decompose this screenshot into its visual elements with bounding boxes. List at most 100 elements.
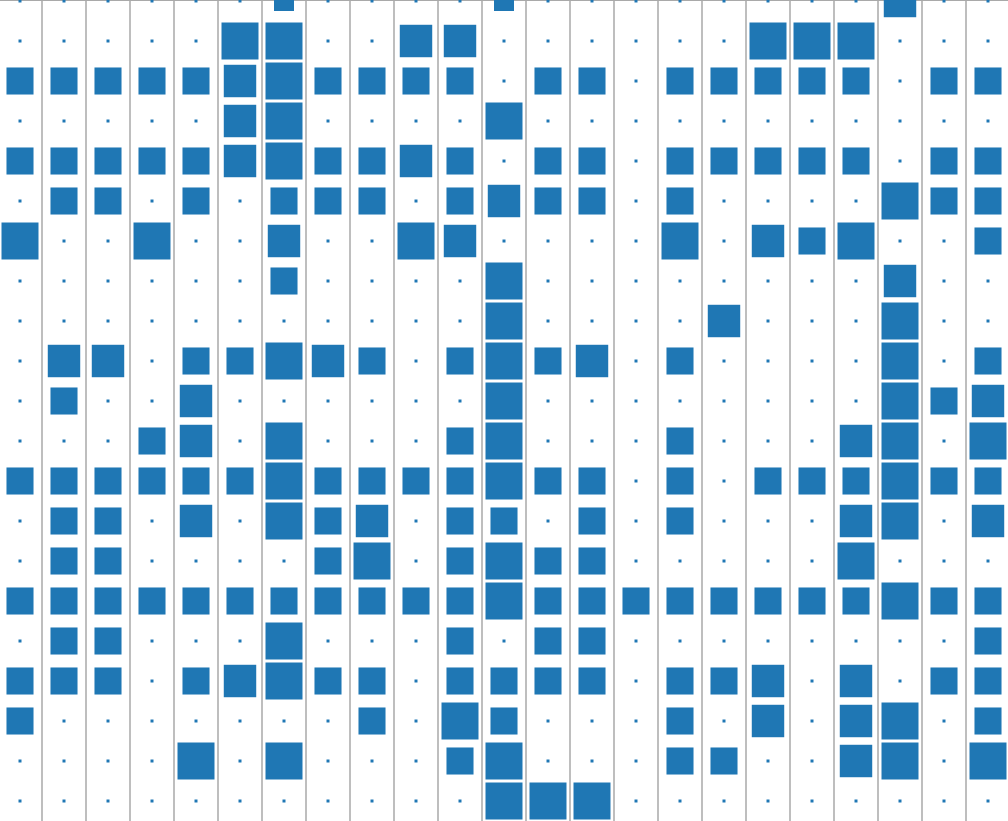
cell-r19-c20: [882, 743, 919, 780]
cell-r2-c9: [402, 67, 429, 94]
cell-r4-c16: [710, 147, 737, 174]
cell-r11-c2: [107, 440, 110, 443]
cell-r16-c12: [534, 627, 561, 654]
cell-r16-c4: [195, 640, 198, 643]
cell-r12-c17: [754, 467, 781, 494]
cell-r7-c7: [327, 280, 330, 283]
cell-r2-c3: [138, 67, 165, 94]
cell-r8-c9: [415, 320, 418, 323]
cell-r16-c11: [503, 640, 506, 643]
cell-r0-c4: [195, 0, 198, 3]
cell-r14-c16: [723, 560, 726, 563]
cell-r13-c9: [415, 520, 418, 523]
cell-r1-c15: [679, 40, 682, 43]
cell-r20-c4: [195, 800, 198, 803]
cell-r18-c3: [151, 720, 154, 723]
cell-r7-c14: [635, 280, 638, 283]
cell-r9-c1: [48, 345, 80, 377]
cell-r1-c7: [327, 40, 330, 43]
cell-r12-c11: [486, 463, 523, 500]
cell-r15-c15: [666, 587, 693, 614]
cell-r15-c16: [710, 587, 737, 614]
cell-r13-c3: [151, 520, 154, 523]
cell-r3-c11: [486, 103, 523, 140]
cell-r1-c4: [195, 40, 198, 43]
cell-r6-c10: [444, 225, 476, 257]
cell-r13-c22: [972, 505, 1004, 537]
cell-r17-c15: [666, 667, 693, 694]
cell-r10-c9: [415, 400, 418, 403]
cell-r14-c6: [283, 560, 286, 563]
cell-r4-c17: [754, 147, 781, 174]
cell-r18-c12: [547, 720, 550, 723]
cell-r9-c3: [151, 360, 154, 363]
cell-r5-c19: [855, 200, 858, 203]
cell-r17-c20: [899, 680, 902, 683]
cell-r16-c7: [327, 640, 330, 643]
cell-r4-c13: [578, 147, 605, 174]
cell-r12-c2: [94, 467, 121, 494]
cell-r6-c5: [239, 240, 242, 243]
cell-r7-c18: [811, 280, 814, 283]
cell-r18-c4: [195, 720, 198, 723]
cell-r14-c5: [239, 560, 242, 563]
cell-r13-c14: [635, 520, 638, 523]
cell-r9-c14: [635, 360, 638, 363]
cell-r7-c21: [943, 280, 946, 283]
cell-r19-c14: [635, 760, 638, 763]
cell-r1-c2: [107, 40, 110, 43]
cell-r8-c4: [195, 320, 198, 323]
cell-r17-c8: [358, 667, 385, 694]
cell-r8-c6: [283, 320, 286, 323]
cell-r19-c11: [486, 743, 523, 780]
cell-r3-c1: [63, 120, 66, 123]
cell-r9-c17: [767, 360, 770, 363]
cell-r4-c10: [446, 147, 473, 174]
cell-r10-c20: [882, 383, 919, 420]
cell-r0-c3: [151, 0, 154, 3]
cell-r3-c17: [767, 120, 770, 123]
cell-r8-c8: [371, 320, 374, 323]
cell-r17-c1: [50, 667, 77, 694]
cell-r19-c5: [239, 760, 242, 763]
cell-r0-c8: [371, 0, 374, 3]
cell-r17-c12: [534, 667, 561, 694]
cell-r16-c20: [899, 640, 902, 643]
cell-r19-c4: [178, 743, 215, 780]
cell-r7-c15: [679, 280, 682, 283]
cell-r12-c14: [635, 480, 638, 483]
cell-r2-c20: [899, 80, 902, 83]
cell-r10-c2: [107, 400, 110, 403]
cell-r15-c22: [974, 587, 1001, 614]
cell-r8-c16: [708, 305, 740, 337]
cell-r17-c18: [811, 680, 814, 683]
cell-r12-c21: [930, 467, 957, 494]
cell-r10-c14: [635, 400, 638, 403]
cell-r14-c0: [19, 560, 22, 563]
cell-r4-c19: [842, 147, 869, 174]
cell-r15-c1: [50, 587, 77, 614]
cell-r9-c0: [19, 360, 22, 363]
cell-r17-c11: [490, 667, 517, 694]
cell-r15-c11: [486, 583, 523, 620]
cell-r10-c17: [767, 400, 770, 403]
cell-r13-c7: [314, 507, 341, 534]
cell-r16-c18: [811, 640, 814, 643]
cell-r5-c11: [488, 185, 520, 217]
cell-r10-c1: [50, 387, 77, 414]
cell-r5-c22: [974, 187, 1001, 214]
cell-r5-c8: [358, 187, 385, 214]
cell-r12-c22: [974, 467, 1001, 494]
cell-r13-c19: [840, 505, 872, 537]
cell-r11-c13: [591, 440, 594, 443]
cell-r5-c9: [415, 200, 418, 203]
cell-r2-c7: [314, 67, 341, 94]
cell-r12-c0: [6, 467, 33, 494]
cell-r19-c8: [371, 760, 374, 763]
cell-r4-c1: [50, 147, 77, 174]
cell-r19-c15: [666, 747, 693, 774]
cell-r5-c7: [314, 187, 341, 214]
cell-r6-c15: [662, 223, 699, 260]
cell-r14-c22: [987, 560, 990, 563]
cell-r19-c12: [547, 760, 550, 763]
